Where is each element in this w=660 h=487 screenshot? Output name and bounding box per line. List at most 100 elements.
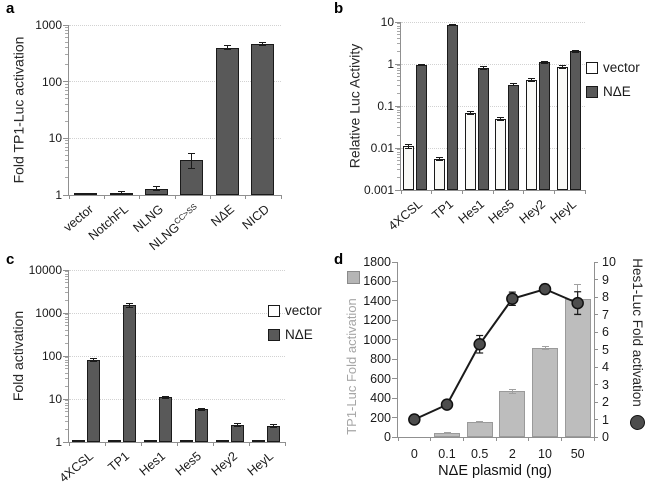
vector-swatch-icon	[268, 304, 280, 317]
y-minor-tick	[65, 334, 68, 336]
gridline	[401, 21, 585, 23]
y-minor-tick	[65, 37, 68, 39]
y-minor-tick	[65, 291, 68, 293]
left-axis-tick	[392, 397, 397, 399]
left-axis-tick	[392, 358, 397, 360]
y-minor-tick	[65, 154, 68, 156]
bar	[108, 440, 121, 442]
right-axis-tick-label: 8	[602, 290, 609, 304]
bar	[434, 158, 445, 190]
y-minor-tick	[65, 110, 68, 112]
y-minor-tick	[65, 286, 68, 288]
y-minor-tick	[65, 420, 68, 422]
bar	[180, 440, 193, 442]
x-tick	[68, 195, 70, 199]
y-minor-tick	[65, 41, 68, 43]
x-tick	[176, 442, 178, 446]
y-minor-tick	[65, 357, 68, 359]
error-bar-cap	[405, 147, 413, 149]
y-minor-tick	[65, 314, 68, 316]
error-bar-cap	[541, 348, 549, 350]
x-tick	[584, 190, 586, 194]
legend-item-nde: NΔE	[586, 84, 640, 99]
error-bar-cap	[476, 420, 484, 422]
panel-b: b Relative Luc Activity 0.001 0.01 0.1 1 10 4…	[330, 0, 660, 245]
y-tick-label: 10000	[28, 263, 62, 277]
y-minor-tick	[65, 325, 68, 327]
y-major-tick	[395, 105, 400, 107]
error-bar	[237, 423, 238, 427]
error-bar-cap	[571, 49, 579, 51]
y-minor-tick	[65, 64, 68, 66]
error-bar-cap	[234, 425, 241, 427]
error-bar	[155, 186, 157, 191]
y-minor-tick	[65, 342, 68, 344]
y-minor-tick	[397, 92, 400, 94]
x-tick	[68, 442, 70, 446]
bar	[252, 440, 265, 442]
vector-swatch-icon	[586, 61, 598, 74]
y-minor-tick	[65, 408, 68, 410]
x-tick-label: 2	[508, 447, 516, 461]
error-bar-cap	[258, 44, 266, 46]
bar	[508, 84, 520, 190]
x-tick	[280, 195, 282, 199]
error-bar-cap	[558, 67, 566, 69]
y-tick-label: 100	[41, 74, 62, 89]
right-axis-title-text: Hes1-Luc Fold activation	[629, 257, 645, 407]
left-axis-tick	[392, 319, 397, 321]
error-bar	[482, 66, 484, 70]
error-bar	[201, 408, 202, 411]
legend-label-vector: vector	[285, 303, 322, 318]
y-minor-tick	[65, 150, 68, 152]
left-axis-tick-label: 1800	[363, 255, 391, 269]
bar	[526, 79, 537, 190]
left-axis-tick-label: 200	[370, 410, 391, 425]
y-minor-tick	[65, 273, 68, 275]
y-minor-tick	[65, 33, 68, 35]
y-minor-tick	[65, 160, 68, 162]
x-tick	[431, 190, 433, 194]
y-major-tick	[395, 189, 400, 191]
error-bar-cap	[466, 110, 474, 112]
error-bar-cap	[508, 392, 516, 394]
error-bar-cap	[198, 409, 205, 411]
error-bar-cap	[223, 48, 231, 50]
bar	[231, 424, 244, 442]
right-axis-tick-label: 5	[602, 342, 609, 357]
error-bar	[93, 358, 94, 362]
left-axis-tick	[392, 436, 397, 438]
x-tick	[492, 190, 494, 194]
y-minor-tick	[397, 156, 400, 158]
y-tick-label: 1	[387, 57, 394, 71]
left-axis-tick-label: 800	[370, 352, 391, 367]
error-bar-cap	[571, 51, 579, 53]
right-axis-tick-label: 3	[602, 377, 609, 392]
y-minor-tick	[397, 109, 400, 111]
y-minor-tick	[397, 65, 400, 67]
error-bar-cap	[90, 360, 97, 362]
left-axis-tick	[392, 417, 397, 419]
x-category-superscript: CC>SS	[172, 202, 199, 227]
y-minor-tick	[397, 169, 400, 171]
bar	[539, 62, 550, 190]
y-major-tick	[63, 441, 68, 443]
error-bar-cap	[508, 389, 516, 391]
right-axis-tick-label: 0	[602, 430, 609, 444]
panel-c-legend: vector NΔE	[268, 303, 322, 342]
error-bar	[261, 42, 263, 46]
legend-item-vector: vector	[586, 60, 640, 75]
error-bar	[226, 45, 228, 50]
bar	[403, 146, 415, 190]
bar	[215, 47, 239, 195]
y-minor-tick	[397, 85, 400, 87]
right-axis-tick	[594, 366, 598, 368]
error-bar	[544, 346, 546, 349]
y-minor-tick	[65, 177, 68, 179]
panel-a-y-axis-title: Fold TP1-Luc activation	[4, 25, 32, 195]
error-bar	[439, 157, 440, 161]
right-axis-tick	[594, 349, 598, 350]
right-axis-tick-label: 9	[602, 272, 609, 287]
line-series-marker-icon	[630, 415, 645, 430]
y-minor-tick	[397, 151, 400, 153]
